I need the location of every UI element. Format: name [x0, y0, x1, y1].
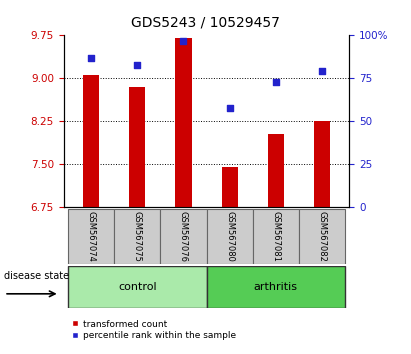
Point — [88, 55, 95, 61]
Text: arthritis: arthritis — [254, 282, 298, 292]
Bar — [175, 38, 192, 207]
Text: disease state: disease state — [4, 271, 69, 281]
Text: control: control — [118, 282, 157, 292]
Point — [226, 105, 233, 110]
FancyBboxPatch shape — [160, 209, 206, 264]
Point — [319, 69, 325, 74]
Text: GDS5243 / 10529457: GDS5243 / 10529457 — [131, 16, 280, 30]
Bar — [314, 121, 330, 207]
Text: GSM567080: GSM567080 — [225, 211, 234, 262]
Point — [134, 62, 141, 67]
FancyBboxPatch shape — [206, 209, 253, 264]
Text: GSM567076: GSM567076 — [179, 211, 188, 262]
Bar — [268, 135, 284, 207]
FancyBboxPatch shape — [206, 266, 345, 308]
Point — [272, 79, 279, 85]
Point — [180, 38, 187, 44]
Text: GSM567074: GSM567074 — [87, 211, 96, 262]
Legend: transformed count, percentile rank within the sample: transformed count, percentile rank withi… — [68, 316, 239, 344]
Text: GSM567075: GSM567075 — [133, 211, 142, 262]
FancyBboxPatch shape — [253, 209, 299, 264]
Text: GSM567081: GSM567081 — [271, 211, 280, 262]
FancyBboxPatch shape — [299, 209, 345, 264]
Bar — [83, 75, 99, 207]
FancyBboxPatch shape — [68, 209, 114, 264]
FancyBboxPatch shape — [114, 209, 160, 264]
Bar — [129, 87, 145, 207]
FancyBboxPatch shape — [68, 266, 206, 308]
Text: GSM567082: GSM567082 — [317, 211, 326, 262]
Bar — [222, 167, 238, 207]
